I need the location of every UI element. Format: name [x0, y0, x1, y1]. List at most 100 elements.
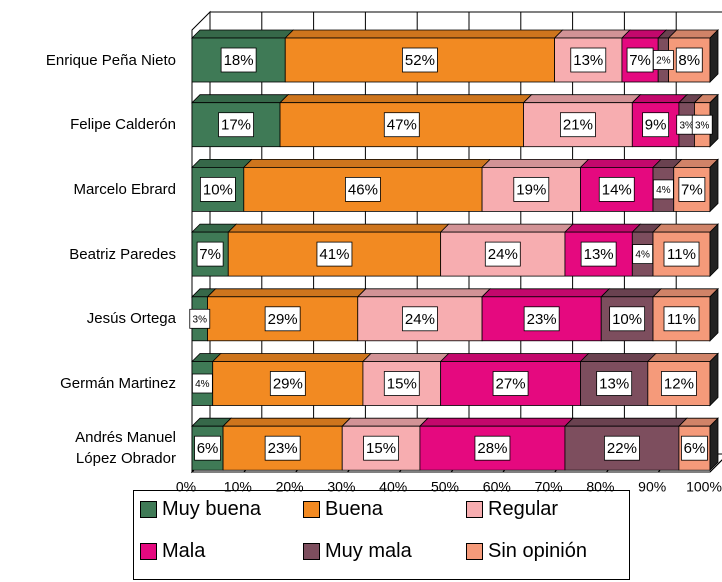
legend-label: Sin opinión	[488, 539, 587, 562]
legend-label: Mala	[162, 539, 206, 562]
legend-label: Buena	[325, 497, 383, 520]
data-label: 13%	[573, 52, 603, 69]
data-label-box	[513, 176, 550, 202]
bar-top	[631, 94, 688, 104]
data-label-box	[218, 112, 254, 138]
data-label: 19%	[516, 181, 546, 198]
bar-top	[563, 417, 688, 427]
data-label: 17%	[221, 117, 251, 134]
bar-top	[222, 417, 352, 427]
bar-top	[652, 223, 719, 233]
bar-top	[284, 29, 564, 39]
data-label: 29%	[273, 375, 303, 392]
bar-side	[709, 223, 719, 278]
data-label: 14%	[602, 181, 632, 198]
data-label: 24%	[405, 311, 435, 328]
bar-top	[439, 353, 590, 362]
legend-swatch	[303, 542, 320, 560]
bar-top	[227, 223, 450, 233]
bar-side	[709, 417, 719, 472]
data-label: 7%	[629, 52, 651, 69]
data-label: 3%	[193, 314, 208, 325]
data-label-box	[580, 241, 617, 267]
data-label: 9%	[645, 117, 667, 134]
category-label: Felipe Calderón	[70, 116, 176, 134]
data-label-box	[402, 47, 438, 73]
data-label-box	[220, 47, 257, 73]
data-label: 7%	[199, 246, 221, 263]
bar-top	[206, 288, 367, 298]
data-label: 23%	[527, 311, 557, 328]
bar-top	[652, 288, 719, 298]
bar-top	[579, 353, 657, 362]
legend-label: Muy mala	[325, 539, 412, 562]
data-label: 13%	[599, 375, 629, 392]
bar-top	[341, 417, 429, 427]
legend-item: Muy buena	[140, 495, 303, 523]
bar-top	[646, 353, 719, 362]
legend-item: Regular	[466, 495, 629, 523]
legend-item: Sin opinión	[466, 537, 629, 565]
data-label-box	[484, 241, 521, 267]
legend-swatch	[140, 542, 157, 560]
data-label: 46%	[348, 181, 378, 198]
data-label: 11%	[667, 311, 696, 328]
category-label: Andrés Manuel López Obrador	[75, 429, 176, 468]
data-label-box	[652, 179, 674, 200]
data-label: 10%	[612, 311, 642, 328]
legend-swatch	[466, 500, 483, 518]
data-label-box	[523, 306, 560, 332]
data-label: 52%	[405, 52, 435, 69]
bar-top	[191, 29, 295, 39]
x-tick-label: 90%	[638, 479, 666, 495]
data-label: 28%	[477, 440, 507, 457]
data-label: 6%	[197, 440, 219, 457]
data-label-box	[383, 371, 420, 396]
bar-top	[418, 417, 574, 427]
data-label-box	[691, 114, 713, 135]
data-label: 18%	[224, 52, 254, 69]
bar-top	[356, 288, 492, 298]
data-label: 47%	[387, 117, 417, 134]
data-label-box	[196, 241, 224, 267]
data-label-box	[199, 176, 236, 202]
data-label: 4%	[656, 185, 671, 196]
data-label: 12%	[664, 375, 694, 392]
legend-label: Muy buena	[162, 497, 261, 520]
data-label: 15%	[366, 440, 396, 457]
category-label: Jesús Ortega	[86, 310, 176, 328]
bar-top	[579, 158, 662, 168]
legend: Muy buena Buena Regular Mala Muy mala Sin opi…	[133, 490, 630, 580]
data-label-box	[663, 306, 700, 332]
bar-top	[563, 223, 642, 233]
category-label: Marcelo Ebrard	[73, 180, 176, 198]
data-label-box	[609, 306, 646, 332]
data-label: 4%	[195, 379, 210, 390]
data-label-box	[474, 435, 511, 461]
bar-top	[211, 353, 372, 362]
data-label: 6%	[684, 440, 706, 457]
data-label-box	[642, 112, 670, 138]
data-label: 15%	[387, 375, 417, 392]
data-label: 21%	[563, 117, 593, 134]
data-label: 24%	[488, 246, 518, 263]
data-label: 23%	[268, 440, 298, 457]
data-label-box	[402, 306, 438, 332]
bar-top	[481, 288, 611, 298]
data-label-box	[632, 244, 654, 265]
data-label: 7%	[681, 181, 703, 198]
bar-side	[709, 158, 719, 213]
legend-item: Buena	[303, 495, 466, 523]
data-label-box	[570, 47, 607, 73]
data-label: 27%	[496, 375, 526, 392]
data-label-box	[269, 371, 306, 396]
data-label-box	[191, 373, 213, 394]
data-label-box	[652, 50, 674, 70]
category-label: Germán Martinez	[60, 375, 176, 392]
bar-top	[361, 353, 450, 362]
data-label-box	[316, 241, 353, 267]
data-label-box	[194, 435, 221, 461]
data-label-box	[678, 176, 706, 202]
